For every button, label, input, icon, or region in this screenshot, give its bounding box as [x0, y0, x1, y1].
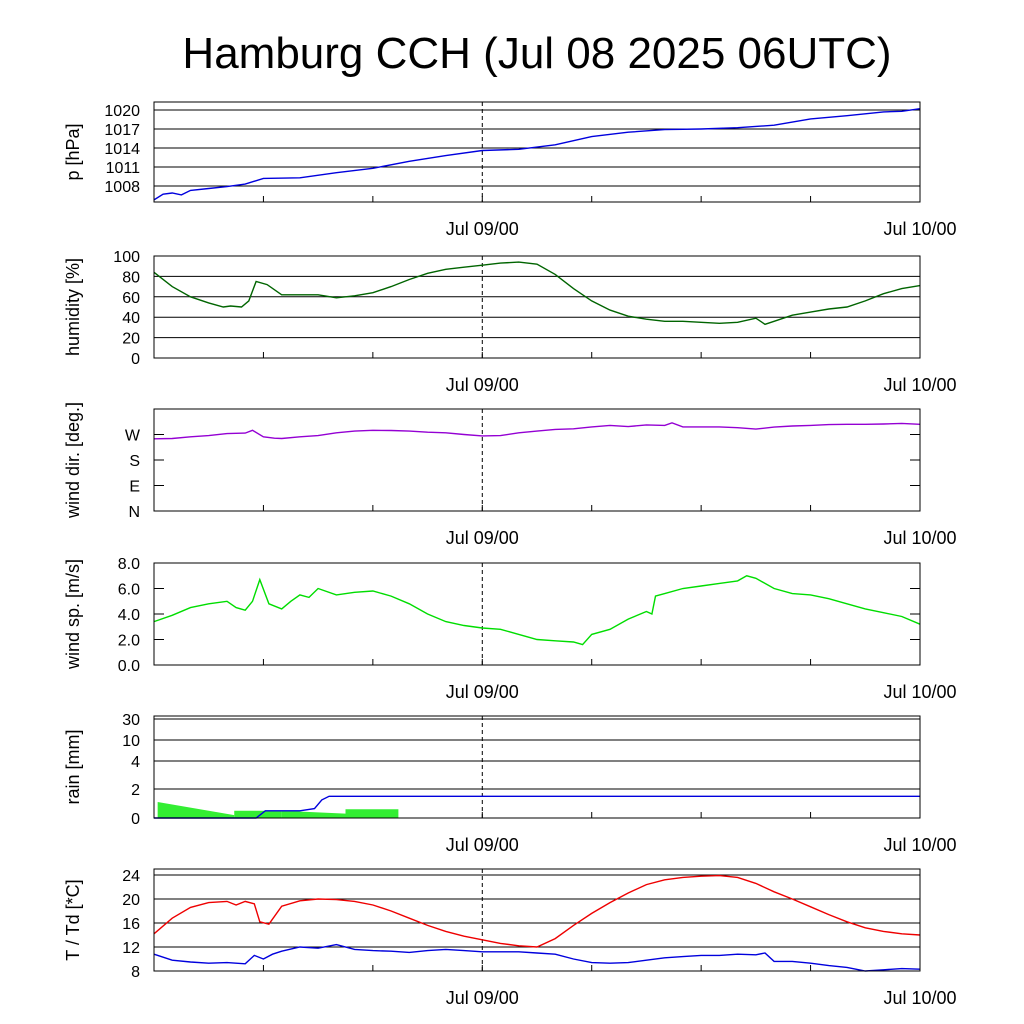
y-tick-label: 40 [122, 310, 140, 327]
x-tick-label: Jul 09/00 [446, 682, 519, 702]
y-axis-label: humidity [%] [63, 258, 83, 356]
x-tick-label: Jul 10/00 [883, 375, 956, 395]
y-axis-label: wind dir. [deg.] [63, 402, 83, 519]
plot-frame [153, 715, 921, 819]
y-tick-label: 8.0 [118, 556, 140, 573]
y-tick-label: S [129, 453, 140, 470]
y-tick-label: 6.0 [118, 582, 140, 599]
y-tick-label: 20 [122, 331, 140, 348]
y-tick-label: 60 [122, 290, 140, 307]
x-tick-label: Jul 09/00 [446, 528, 519, 548]
y-tick-label: 8 [131, 964, 140, 981]
y-tick-label: N [128, 504, 140, 521]
panel-wind_speed: 0.0 2.0 4.0 6.0 8.0 wind sp. [m/s] Jul 09/00 Ju… [63, 556, 957, 702]
plot-frame [153, 562, 921, 666]
y-tick-label: 16 [122, 916, 140, 933]
series-line-temperature [153, 874, 921, 948]
y-tick-label: 0.0 [118, 658, 140, 675]
plot-frame [153, 868, 921, 972]
series-line-dewpoint [153, 943, 921, 972]
y-tick-label: 0 [131, 351, 140, 368]
y-tick-label: 80 [122, 269, 140, 286]
series-line-humidity [153, 261, 921, 326]
y-axis-label: p [hPa] [63, 123, 83, 180]
x-tick-label: Jul 09/00 [446, 219, 519, 239]
rain-rate-bar [281, 810, 346, 818]
y-tick-label: E [129, 479, 140, 496]
series-line-wind_speed [153, 575, 921, 646]
y-axis-label: rain [mm] [63, 729, 83, 804]
plot-frame [153, 408, 921, 512]
plot-frame [153, 101, 921, 203]
series-line-pressure [153, 108, 921, 201]
x-tick-label: Jul 09/00 [446, 375, 519, 395]
y-tick-label: 12 [122, 940, 140, 957]
y-tick-label: 4.0 [118, 607, 140, 624]
chart-title: Hamburg CCH (Jul 08 2025 06UTC) [182, 29, 891, 78]
y-tick-label: 2 [131, 782, 140, 799]
y-tick-label: 4 [131, 754, 140, 771]
series-line-rain_total [154, 795, 920, 819]
panel-rain: 0 2 4 10 30 rain [mm] Jul 09/00 Jul 10/00 [63, 712, 957, 855]
y-tick-label: 24 [122, 868, 140, 885]
y-tick-label: 20 [122, 892, 140, 909]
y-axis-label: wind sp. [m/s] [63, 559, 83, 670]
rain-rate-bar [234, 810, 282, 818]
y-tick-label: 1020 [104, 103, 140, 120]
y-tick-label: 30 [122, 712, 140, 729]
y-tick-label: 1011 [106, 160, 141, 177]
y-tick-label: 100 [113, 249, 140, 266]
y-tick-label: 0 [131, 811, 140, 828]
x-tick-label: Jul 10/00 [883, 835, 956, 855]
y-tick-label: W [125, 428, 141, 445]
rain-rate-bar [345, 809, 399, 818]
x-tick-label: Jul 10/00 [883, 682, 956, 702]
panel-pressure: 1008 1011 1014 1017 1020 p [hPa] Jul 09/00 Jul … [63, 101, 957, 239]
y-tick-label: 1008 [104, 179, 140, 196]
y-tick-label: 2.0 [118, 633, 140, 650]
x-tick-label: Jul 09/00 [446, 835, 519, 855]
x-tick-label: Jul 09/00 [446, 988, 519, 1008]
rain-rate-bar [157, 802, 235, 818]
x-tick-label: Jul 10/00 [883, 528, 956, 548]
plot-frame [153, 255, 921, 359]
y-tick-label: 1014 [104, 141, 140, 158]
panel-humidity: 0 20 40 60 80 100 humidity [%] Jul 09/00 Jul 10/… [63, 249, 957, 395]
x-tick-label: Jul 10/00 [883, 219, 956, 239]
y-tick-label: 1017 [104, 122, 140, 139]
y-axis-label: T / Td [*C] [63, 879, 83, 960]
x-tick-label: Jul 10/00 [883, 988, 956, 1008]
y-tick-label: 10 [122, 733, 140, 750]
panel-temperature: 8 12 16 20 24 T / Td [*C] Jul 09/00 Jul 10/00 [63, 868, 957, 1008]
series-line-wind_dir [153, 422, 921, 440]
